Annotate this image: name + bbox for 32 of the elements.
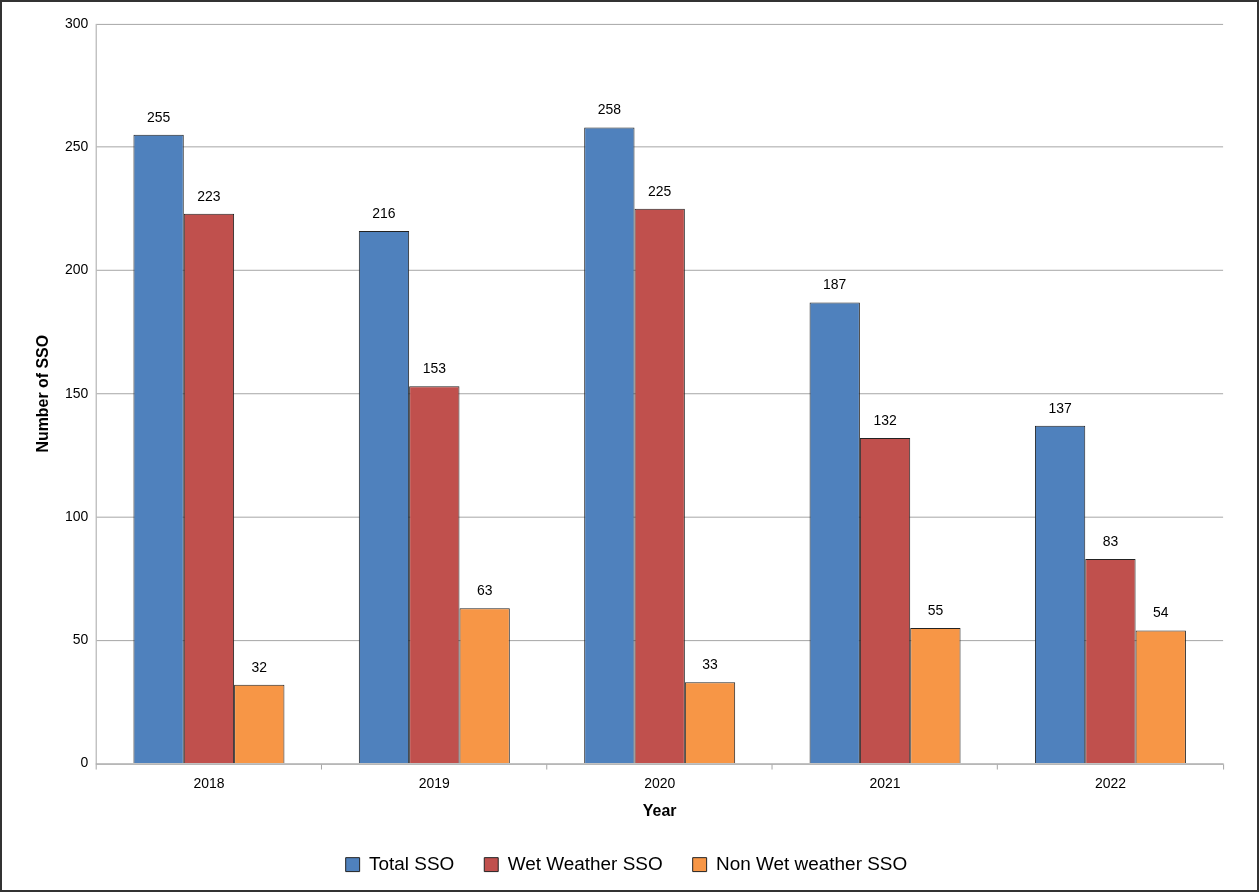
x-tick-label: 2020 bbox=[644, 774, 676, 791]
y-tick-label: 250 bbox=[65, 138, 89, 155]
data-label: 223 bbox=[197, 187, 221, 204]
data-label: 55 bbox=[927, 601, 944, 618]
data-label: 255 bbox=[146, 108, 171, 125]
x-tick-label: 2019 bbox=[418, 774, 451, 791]
y-tick-label: 150 bbox=[65, 384, 89, 401]
legend-label: Non Wet weather SSO bbox=[716, 852, 908, 874]
y-tick-label: 50 bbox=[72, 631, 89, 648]
data-label: 83 bbox=[1102, 532, 1119, 549]
data-label: 258 bbox=[597, 101, 622, 118]
x-axis-title: Year bbox=[642, 802, 677, 820]
y-tick-label: 100 bbox=[65, 507, 89, 524]
data-label: 132 bbox=[873, 412, 897, 429]
y-tick-label: 300 bbox=[65, 14, 89, 31]
legend-label: Wet Weather SSO bbox=[507, 852, 663, 874]
data-label: 32 bbox=[251, 658, 268, 675]
x-tick-label: 2022 bbox=[1094, 774, 1127, 791]
data-label: 187 bbox=[823, 276, 847, 293]
y-tick-label: 200 bbox=[65, 261, 89, 278]
data-label: 225 bbox=[648, 182, 672, 199]
y-axis-title: Number of SSO bbox=[33, 334, 51, 453]
data-label: 216 bbox=[372, 204, 396, 221]
x-tick-label: 2018 bbox=[193, 774, 225, 791]
data-label: 137 bbox=[1048, 399, 1072, 416]
data-label: 54 bbox=[1152, 604, 1169, 621]
legend-label: Total SSO bbox=[369, 852, 455, 874]
y-tick-label: 0 bbox=[80, 754, 89, 771]
data-label: 33 bbox=[702, 656, 719, 673]
data-label: 153 bbox=[422, 360, 447, 377]
data-label: 63 bbox=[476, 582, 493, 599]
x-tick-label: 2021 bbox=[869, 774, 901, 791]
